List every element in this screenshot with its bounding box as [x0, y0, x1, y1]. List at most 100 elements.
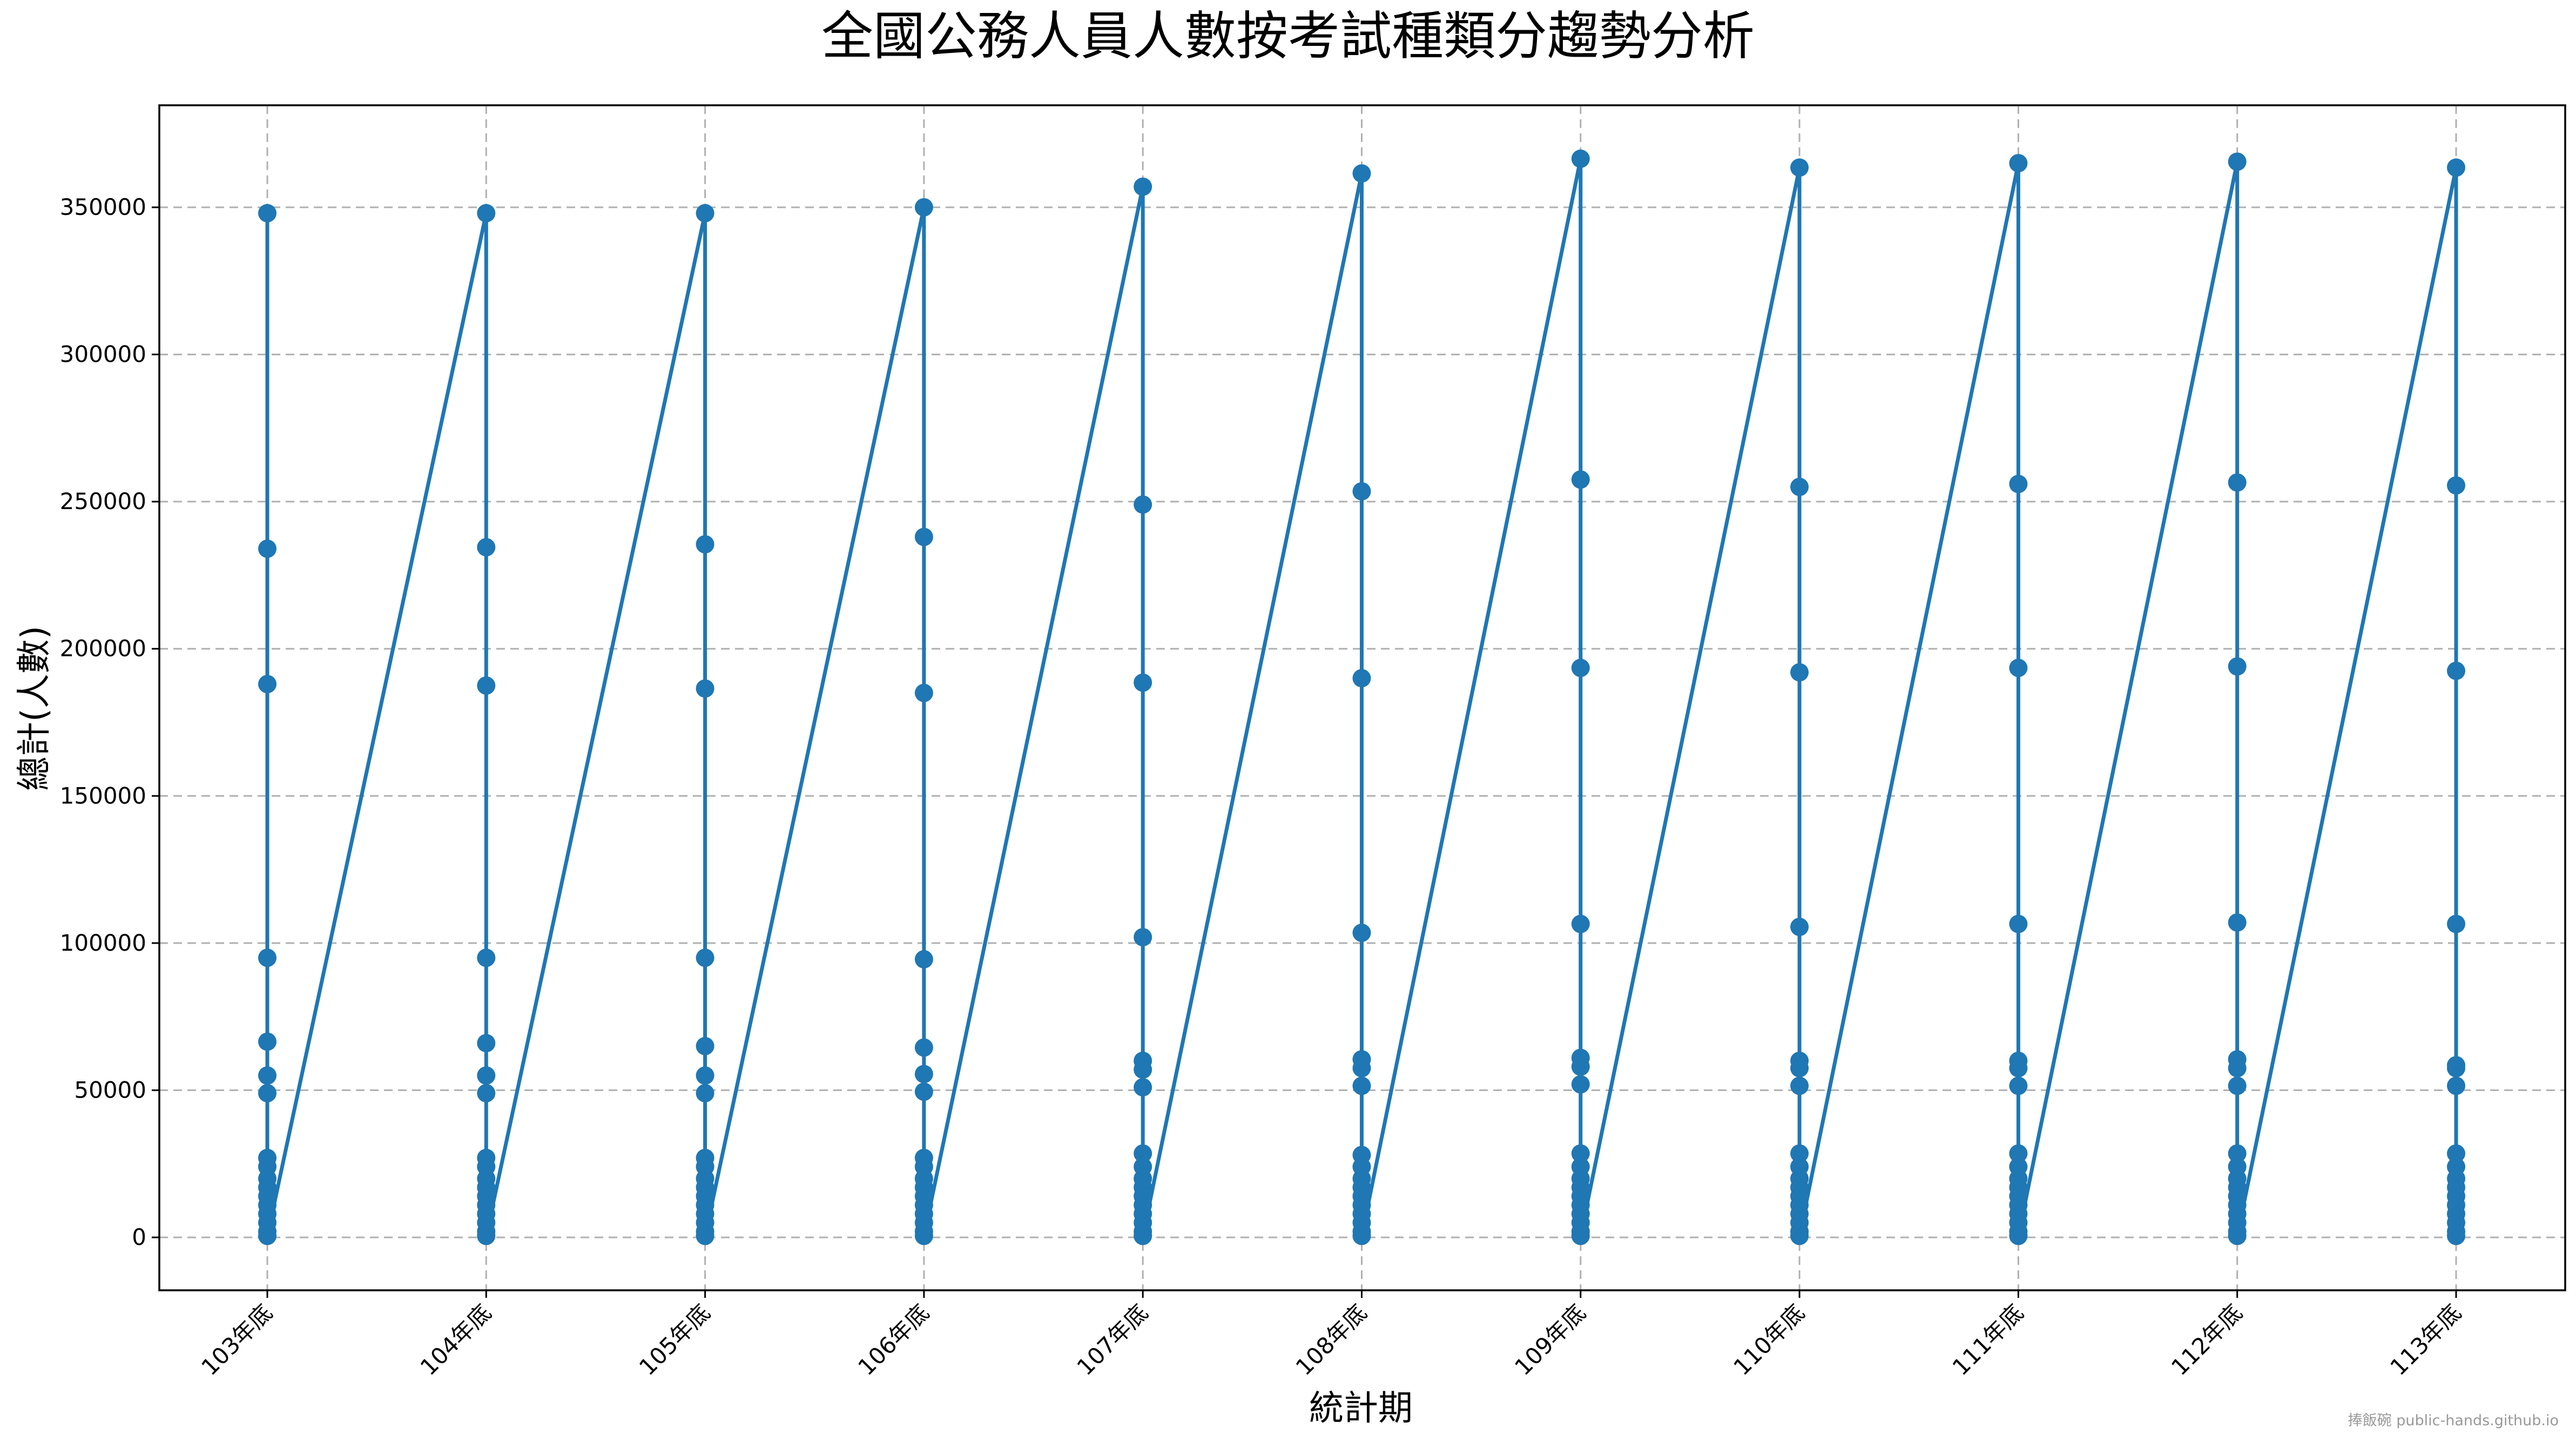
data-point	[477, 1066, 496, 1085]
data-point	[2447, 476, 2465, 495]
data-point	[914, 527, 933, 546]
data-point	[477, 676, 496, 695]
data-point	[477, 1034, 496, 1053]
data-point	[1571, 915, 1590, 933]
data-point	[1352, 164, 1371, 183]
data-point	[1352, 1077, 1371, 1095]
y-tick-label: 100000	[60, 930, 146, 956]
data-point	[1790, 1227, 1809, 1245]
data-point	[1352, 923, 1371, 942]
data-point	[914, 1038, 933, 1057]
data-point	[914, 1227, 933, 1245]
data-point	[1571, 659, 1590, 678]
data-point	[2447, 1227, 2465, 1245]
watermark: 捧飯碗 public-hands.github.io	[2348, 1412, 2559, 1429]
data-point	[1790, 1077, 1809, 1095]
data-point	[477, 949, 496, 967]
data-point	[1790, 477, 1809, 496]
data-point	[477, 1227, 496, 1245]
data-point	[2009, 1077, 2028, 1095]
data-point	[1134, 495, 1152, 514]
data-point	[2228, 152, 2247, 171]
data-point	[477, 204, 496, 222]
data-point	[914, 1082, 933, 1101]
data-point	[1571, 150, 1590, 168]
data-point	[2228, 1077, 2247, 1095]
data-point	[2447, 661, 2465, 680]
data-point	[2228, 913, 2247, 932]
y-tick-label: 350000	[60, 194, 146, 220]
data-point	[2447, 1059, 2465, 1078]
data-point	[258, 539, 277, 558]
data-point	[696, 1037, 714, 1055]
data-point	[477, 1084, 496, 1102]
data-point	[2228, 1059, 2247, 1078]
data-point	[1790, 1144, 1809, 1163]
data-point	[2447, 915, 2465, 933]
chart-title: 全國公務人員人數按考試種類分趨勢分析	[821, 6, 1755, 66]
data-point	[2447, 1144, 2465, 1163]
y-tick-label: 0	[132, 1224, 146, 1250]
data-point	[696, 1227, 714, 1245]
data-point	[2447, 158, 2465, 177]
data-point	[914, 683, 933, 702]
data-point	[696, 1084, 714, 1102]
data-point	[1134, 1144, 1152, 1163]
data-point	[696, 204, 714, 222]
data-point	[2009, 1227, 2028, 1245]
data-point	[1790, 1059, 1809, 1078]
data-point	[1352, 1059, 1371, 1078]
y-tick-label: 50000	[74, 1077, 146, 1103]
data-point	[1134, 1060, 1152, 1079]
y-tick-label: 300000	[60, 341, 146, 368]
data-point	[1134, 928, 1152, 946]
data-point	[477, 538, 496, 557]
data-point	[2009, 915, 2028, 933]
data-point	[258, 1227, 277, 1245]
data-point	[2228, 1144, 2247, 1163]
data-point	[2228, 657, 2247, 676]
data-point	[1571, 1057, 1590, 1076]
data-point	[1352, 482, 1371, 501]
y-tick-label: 200000	[60, 635, 146, 662]
data-point	[2009, 1059, 2028, 1078]
data-markers	[258, 150, 2465, 1245]
data-point	[1790, 917, 1809, 936]
data-point	[258, 675, 277, 694]
data-point	[696, 949, 714, 967]
data-point	[2009, 1144, 2028, 1163]
data-point	[696, 679, 714, 698]
data-point	[914, 1065, 933, 1084]
data-point	[2228, 1227, 2247, 1245]
data-point	[1352, 1227, 1371, 1245]
x-axis-label: 統計期	[1309, 1389, 1413, 1429]
data-point	[1134, 673, 1152, 692]
data-point	[1790, 663, 1809, 682]
data-point	[1571, 1227, 1590, 1245]
data-point	[2228, 473, 2247, 492]
data-point	[1352, 669, 1371, 688]
data-point	[258, 949, 277, 967]
data-point	[258, 204, 277, 222]
data-point	[914, 198, 933, 216]
data-point	[1134, 177, 1152, 196]
data-point	[1134, 1227, 1152, 1245]
data-point	[914, 950, 933, 969]
data-point	[258, 1066, 277, 1085]
y-axis-label: 總計(人數)	[15, 626, 55, 791]
data-point	[2009, 154, 2028, 173]
data-point	[258, 1084, 277, 1102]
data-point	[1134, 1078, 1152, 1096]
data-point	[1571, 1144, 1590, 1163]
y-tick-label: 150000	[60, 782, 146, 809]
data-point	[258, 1032, 277, 1051]
data-point	[2009, 659, 2028, 678]
data-point	[2447, 1077, 2465, 1095]
data-point	[1571, 470, 1590, 489]
data-point	[1571, 1075, 1590, 1094]
y-tick-label: 250000	[60, 488, 146, 514]
data-point	[696, 535, 714, 554]
data-point	[2009, 475, 2028, 493]
